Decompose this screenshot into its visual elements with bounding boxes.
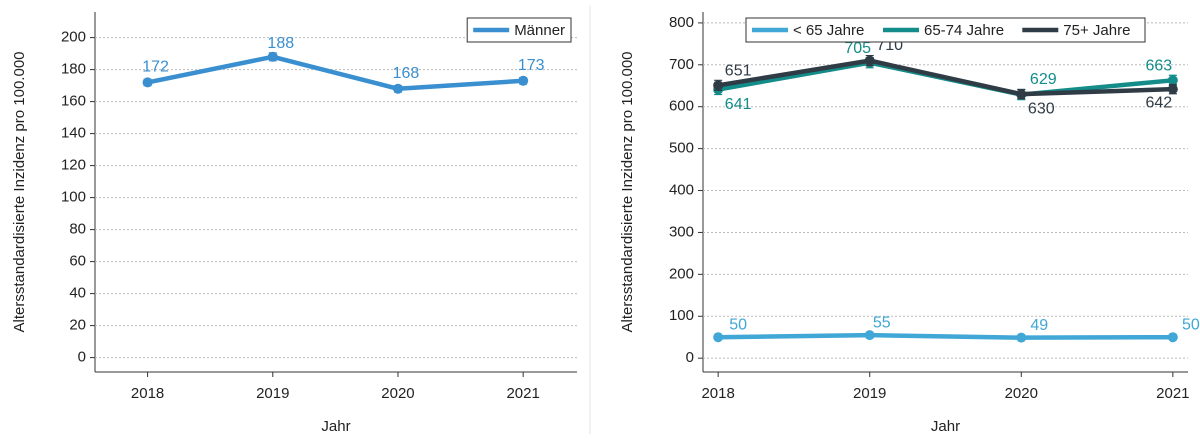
legend-label: < 65 Jahre <box>793 22 864 39</box>
y-tick-label: 500 <box>669 140 694 157</box>
x-tick-label: 2020 <box>381 385 414 402</box>
y-tick-label: 200 <box>61 29 86 46</box>
x-tick-label: 2019 <box>256 385 289 402</box>
x-tick-label: 2019 <box>853 385 886 402</box>
x-axis-label: Jahr <box>931 418 960 435</box>
data-label: 641 <box>725 96 752 113</box>
y-tick-label: 40 <box>69 285 86 302</box>
data-label: 663 <box>1145 58 1172 75</box>
point <box>713 332 724 343</box>
data-label: 630 <box>1028 100 1055 117</box>
legend-label: Männer <box>514 22 565 39</box>
y-tick-label: 60 <box>69 253 86 270</box>
point <box>518 75 529 86</box>
data-label: 50 <box>729 316 747 333</box>
data-label: 188 <box>267 35 294 52</box>
data-label: 49 <box>1030 317 1048 334</box>
data-label: 651 <box>725 63 752 80</box>
data-label: 172 <box>142 59 169 76</box>
y-tick-label: 0 <box>686 349 694 366</box>
point <box>1016 89 1027 100</box>
point <box>1167 75 1178 86</box>
y-axis-label: Altersstandardisierte Inzidenz pro 100.0… <box>619 51 636 332</box>
point <box>392 83 403 94</box>
data-label: 168 <box>393 65 420 82</box>
y-tick-label: 200 <box>669 265 694 282</box>
data-label: 642 <box>1145 94 1172 111</box>
x-tick-label: 2021 <box>506 385 539 402</box>
y-tick-label: 700 <box>669 56 694 73</box>
y-axis-label: Altersstandardisierte Inzidenz pro 100.0… <box>11 51 28 332</box>
legend-label: 65-74 Jahre <box>924 22 1004 39</box>
point <box>1167 84 1178 95</box>
data-label: 705 <box>844 40 871 57</box>
y-tick-label: 180 <box>61 61 86 78</box>
y-tick-label: 0 <box>78 349 86 366</box>
x-tick-label: 2018 <box>701 385 734 402</box>
y-tick-label: 800 <box>669 14 694 31</box>
data-label: 629 <box>1030 71 1057 88</box>
line <box>717 58 1173 97</box>
y-tick-label: 160 <box>61 93 86 110</box>
point <box>142 77 153 88</box>
line <box>718 332 1173 340</box>
data-label: 55 <box>873 314 891 331</box>
line <box>147 54 524 92</box>
y-tick-label: 400 <box>669 182 694 199</box>
x-tick-label: 2021 <box>1156 385 1189 402</box>
legend-box <box>466 17 572 43</box>
point <box>1167 332 1178 343</box>
point <box>1016 332 1027 343</box>
point <box>864 330 875 341</box>
y-tick-label: 100 <box>61 189 86 206</box>
y-tick-label: 120 <box>61 157 86 174</box>
x-tick-label: 2020 <box>1005 385 1038 402</box>
point <box>267 51 278 62</box>
y-tick-label: 20 <box>69 317 86 334</box>
data-label: 173 <box>518 57 545 74</box>
x-axis-label: Jahr <box>321 418 350 435</box>
y-tick-label: 140 <box>61 125 86 142</box>
y-tick-label: 100 <box>669 307 694 324</box>
y-tick-label: 600 <box>669 98 694 115</box>
y-tick-label: 80 <box>69 221 86 238</box>
data-label: 50 <box>1182 316 1200 333</box>
legend-box <box>745 17 1146 43</box>
y-tick-label: 300 <box>669 223 694 240</box>
point <box>713 80 724 91</box>
legend-label: 75+ Jahre <box>1063 22 1130 39</box>
point <box>864 55 875 66</box>
x-tick-label: 2018 <box>131 385 164 402</box>
